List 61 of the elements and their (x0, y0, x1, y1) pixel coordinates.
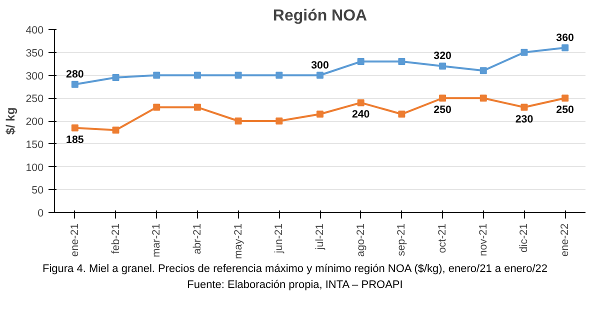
point (194, 72, 201, 79)
chart-title: Región NOA (272, 8, 368, 24)
y-tick-label: 50 (32, 184, 44, 197)
point (480, 94, 487, 102)
point (316, 110, 324, 118)
point (153, 72, 160, 79)
data-label: 240 (352, 108, 370, 121)
x-tick-label: sep-21 (396, 223, 408, 256)
y-tick-label: 400 (26, 24, 44, 36)
point (562, 44, 569, 52)
x-tick-label: dic-21 (518, 223, 530, 253)
data-label: 320 (434, 50, 452, 62)
y-tick-label: 300 (26, 70, 44, 82)
point (520, 104, 528, 111)
source-note: Fuente: Elaboración propia, INTA – PROAPI (187, 278, 403, 293)
point (439, 62, 446, 70)
x-tick-label: jun-21 (273, 223, 286, 254)
point (112, 74, 120, 82)
x-tick-label: ago-21 (354, 223, 367, 257)
x-tick-label: mar-21 (150, 223, 163, 258)
text: Figura 4. Miel a granel. Precios de referencia máximo y mínimo región NOA ($/kg), enero/21 a enero/22 (42, 262, 548, 277)
y-tick-label: 0 (38, 208, 44, 220)
point (71, 80, 78, 88)
x-tick-label: ene-22 (559, 223, 572, 257)
y-tick-label: 100 (26, 162, 44, 174)
point (398, 58, 406, 66)
y-tick-label: 350 (26, 47, 44, 60)
point (439, 94, 446, 102)
point (316, 72, 324, 79)
point (398, 110, 406, 118)
point (234, 72, 242, 79)
y-tick-label: 150 (26, 138, 44, 151)
x-tick-label: may-21 (232, 223, 244, 260)
y-axis-title: $/ kg (4, 107, 18, 135)
data-label: 185 (66, 134, 84, 146)
x-tick-label: abr-21 (191, 223, 204, 254)
x-tick-label: nov-21 (477, 223, 490, 256)
y-tick-label: 250 (26, 93, 44, 106)
x-tick-label: feb-21 (110, 223, 122, 254)
y-tick-label: 200 (26, 116, 44, 128)
x-tick-label: jul-21 (314, 223, 326, 251)
point (520, 48, 528, 56)
x-tick-label: ene-21 (68, 223, 81, 257)
point (562, 94, 569, 102)
point (153, 104, 160, 111)
point (194, 104, 201, 111)
point (71, 124, 78, 132)
point (276, 72, 283, 79)
data-label: 360 (556, 32, 574, 44)
point (357, 58, 364, 66)
point (357, 99, 364, 106)
point (480, 67, 487, 74)
point (112, 126, 120, 134)
data-label: 280 (66, 68, 84, 80)
point (276, 118, 283, 124)
point (234, 118, 242, 124)
x-tick-label: oct-21 (436, 223, 449, 254)
data-label: 250 (556, 104, 574, 116)
data-label: 250 (434, 104, 452, 116)
data-label: 230 (515, 113, 534, 126)
data-label: 300 (311, 59, 329, 72)
